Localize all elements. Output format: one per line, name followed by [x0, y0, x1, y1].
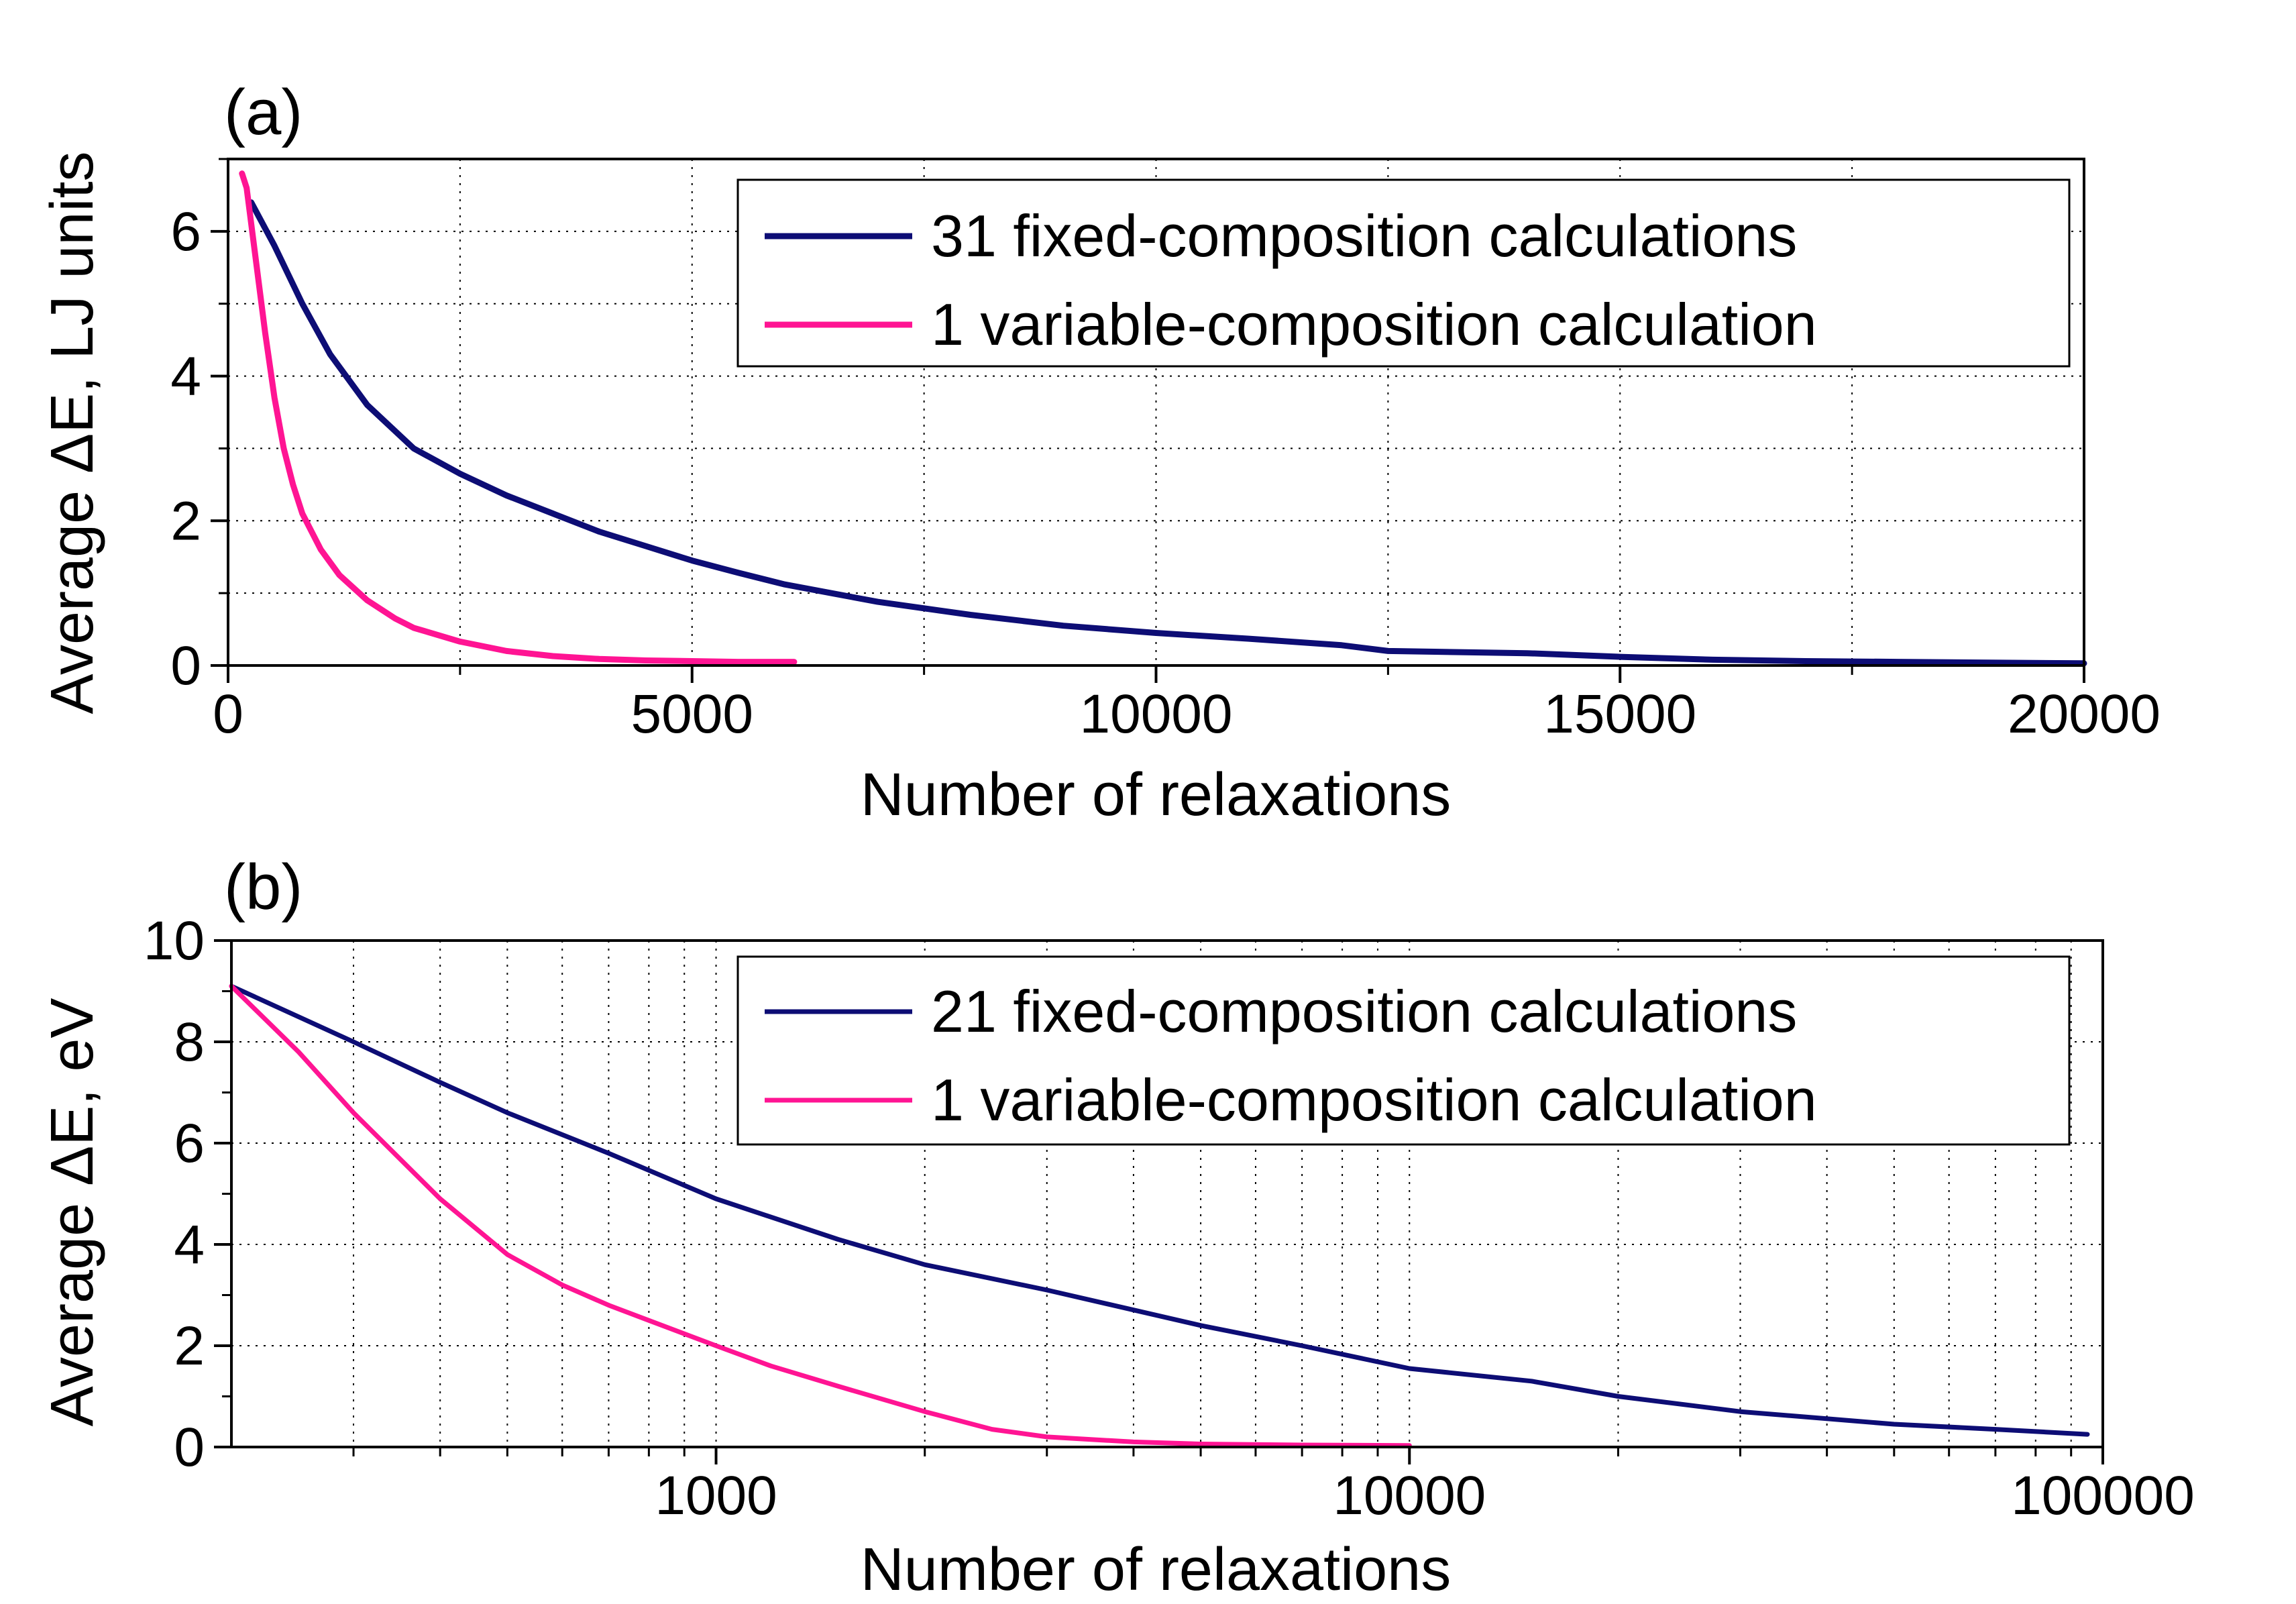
panel-a-legend-label-fixed: 31 fixed-composition calculations	[931, 203, 1797, 269]
panel-b-ticks: 1000 10000 100000 0 2 4 6 8 10	[144, 910, 2195, 1526]
panel-a-y-tick-label: 4	[170, 346, 201, 407]
panel-a-x-tick-label: 10000	[1079, 684, 1232, 745]
panel-b-x-axis-title: Number of relaxations	[861, 1536, 1451, 1603]
panel-b: (b) Number of relaxations Average ΔE, eV…	[39, 851, 2195, 1603]
panel-a-x-tick-label: 5000	[631, 684, 753, 745]
panel-a-plot-frame	[227, 158, 2085, 667]
panel-a-series-variable-line	[239, 170, 798, 665]
panel-b-legend-label-variable: 1 variable-composition calculation	[931, 1067, 1817, 1133]
panel-a: (a) Number of relaxations Average ΔE, LJ…	[39, 76, 2161, 828]
panel-a-legend: 31 fixed-composition calculations 1 vari…	[736, 178, 2071, 368]
panel-a-legend-box	[736, 178, 2071, 368]
panel-a-series-fixed-line	[248, 199, 2087, 667]
panel-b-y-tick-label: 6	[174, 1113, 205, 1174]
panel-a-x-axis-title: Number of relaxations	[861, 761, 1451, 828]
panel-b-label: (b)	[224, 851, 303, 923]
panel-a-x-tick-label: 20000	[2008, 684, 2161, 745]
panel-b-y-tick-label: 4	[174, 1214, 205, 1275]
panel-b-x-tick-label: 100000	[2011, 1465, 2195, 1526]
panel-a-legend-label-variable: 1 variable-composition calculation	[931, 291, 1817, 358]
panel-a-y-tick-label: 0	[170, 635, 201, 696]
panel-b-legend-label-fixed: 21 fixed-composition calculations	[931, 978, 1797, 1045]
panel-a-y-axis-title: Average ΔE, LJ units	[39, 152, 106, 714]
panel-b-y-tick-label: 8	[174, 1012, 205, 1073]
panel-b-y-tick-label: 2	[174, 1316, 205, 1377]
panel-b-x-tick-label: 1000	[655, 1465, 777, 1526]
panel-b-series-variable-line	[229, 983, 1412, 1448]
panel-b-plot-frame	[230, 939, 2104, 1448]
panel-b-y-tick-label: 0	[174, 1417, 205, 1478]
panel-b-series-fixed-line	[229, 983, 2090, 1437]
panel-a-label: (a)	[224, 76, 303, 148]
panel-a-y-tick-label: 2	[170, 490, 201, 551]
panel-b-legend-box	[736, 955, 2071, 1146]
panel-b-series	[229, 983, 2090, 1448]
panel-b-x-tick-label: 10000	[1333, 1465, 1486, 1526]
panel-b-legend: 21 fixed-composition calculations 1 vari…	[736, 955, 2071, 1146]
panel-a-y-tick-label: 6	[170, 201, 201, 262]
panel-b-y-axis-title: Average ΔE, eV	[39, 998, 106, 1427]
panel-a-x-tick-label: 15000	[1543, 684, 1696, 745]
panel-a-x-tick-label: 0	[213, 684, 243, 745]
panel-a-series	[239, 170, 2087, 667]
panel-a-ticks: 0 5000 10000 15000 20000 0 2 4 6	[170, 158, 2161, 745]
panel-b-y-tick-label: 10	[144, 910, 205, 971]
